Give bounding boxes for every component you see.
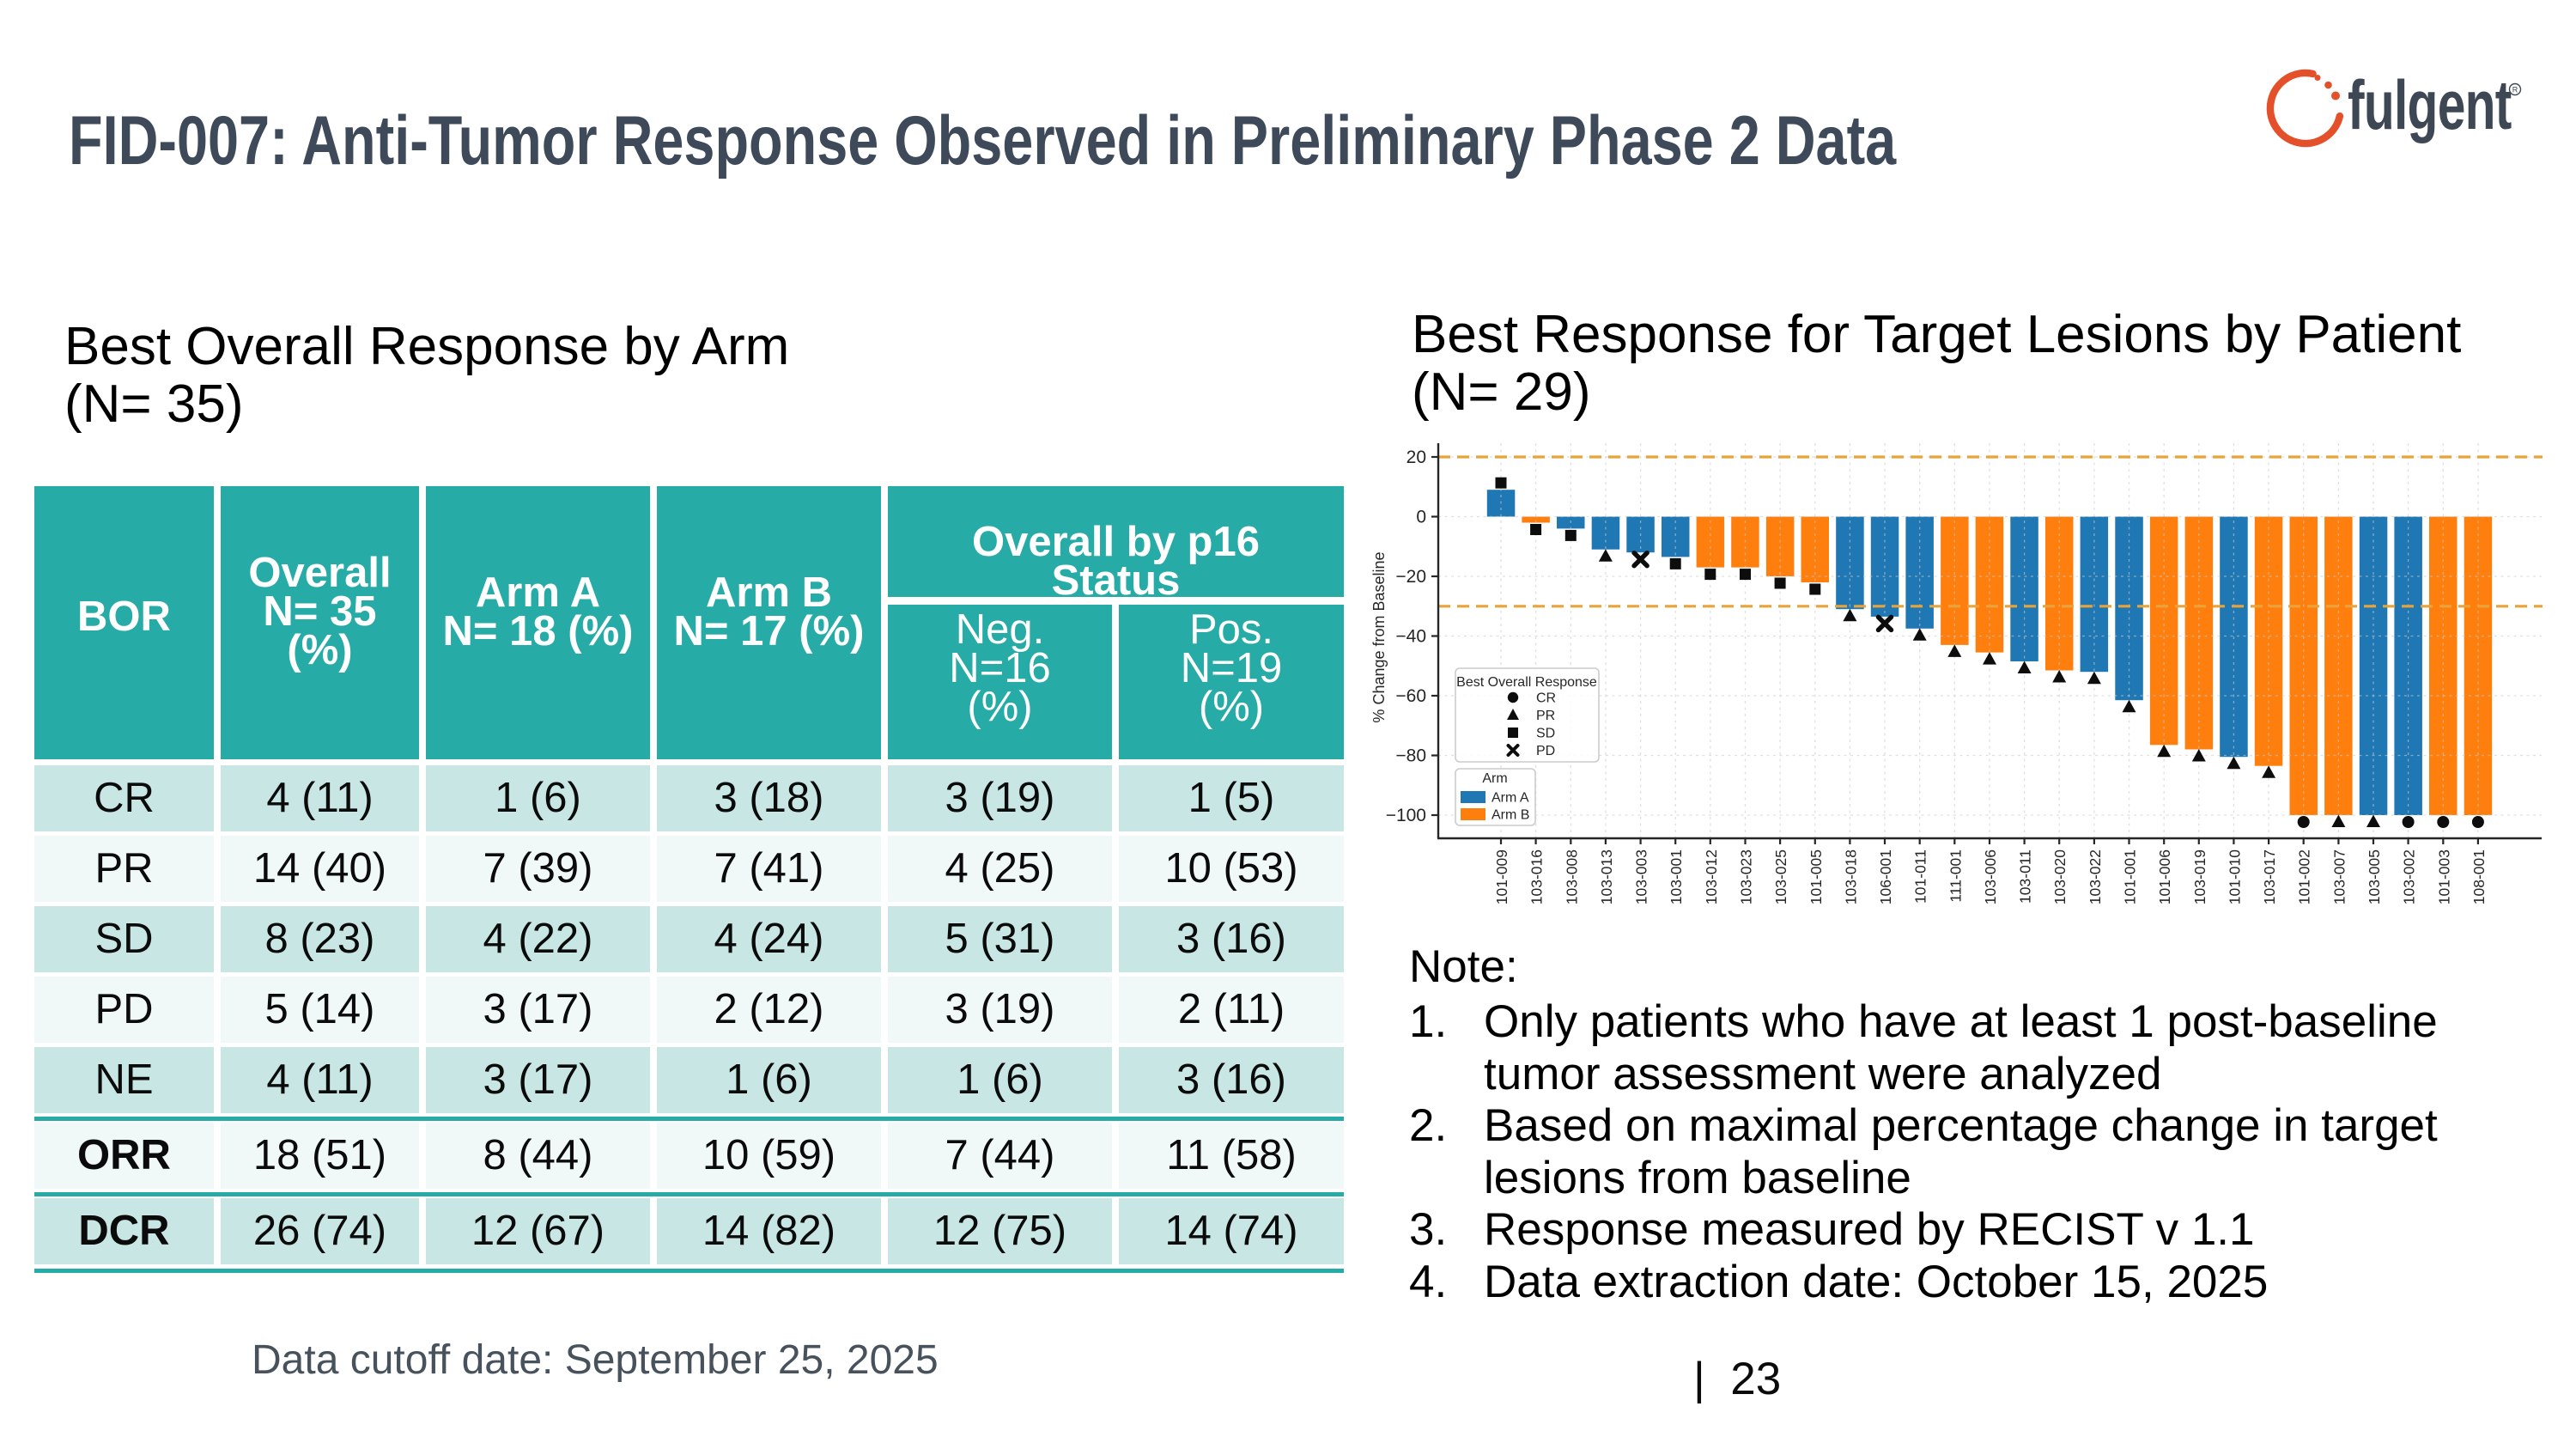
- svg-text:103-018: 103-018: [1842, 849, 1859, 904]
- svg-text:−40: −40: [1395, 627, 1426, 647]
- svg-text:101-002: 101-002: [2296, 849, 2313, 904]
- svg-text:103-016: 103-016: [1528, 849, 1546, 904]
- svg-text:0: 0: [1416, 508, 1426, 527]
- svg-text:103-019: 103-019: [2191, 849, 2208, 904]
- svg-text:CR: CR: [1536, 691, 1556, 706]
- svg-text:PD: PD: [1536, 744, 1555, 758]
- svg-text:111-001: 111-001: [1947, 849, 1964, 903]
- svg-text:−20: −20: [1395, 567, 1426, 587]
- svg-text:101-011: 101-011: [1912, 849, 1929, 904]
- svg-text:103-012: 103-012: [1703, 849, 1720, 904]
- svg-text:101-003: 101-003: [2435, 849, 2452, 904]
- svg-text:20: 20: [1406, 447, 1426, 467]
- svg-text:SD: SD: [1536, 727, 1555, 741]
- svg-text:103-008: 103-008: [1563, 849, 1580, 904]
- svg-text:103-006: 103-006: [1982, 849, 1999, 904]
- svg-text:106-001: 106-001: [1877, 849, 1894, 904]
- svg-text:101-010: 101-010: [2226, 849, 2243, 904]
- svg-text:Arm B: Arm B: [1492, 808, 1529, 823]
- svg-text:108-001: 108-001: [2470, 849, 2488, 904]
- svg-text:Arm A: Arm A: [1492, 791, 1529, 806]
- svg-text:101-006: 101-006: [2156, 849, 2173, 904]
- svg-text:103-007: 103-007: [2330, 849, 2348, 904]
- svg-text:103-003: 103-003: [1633, 849, 1650, 904]
- svg-text:101-009: 101-009: [1493, 849, 1510, 904]
- svg-text:103-005: 103-005: [2366, 849, 2383, 904]
- svg-text:103-025: 103-025: [1772, 849, 1789, 904]
- svg-text:103-022: 103-022: [2087, 849, 2104, 904]
- svg-text:PR: PR: [1536, 709, 1555, 723]
- svg-text:Best Overall Response: Best Overall Response: [1456, 675, 1597, 690]
- svg-text:−100: −100: [1386, 806, 1426, 825]
- svg-text:101-005: 101-005: [1807, 849, 1825, 904]
- svg-text:103-013: 103-013: [1598, 849, 1615, 904]
- svg-text:103-020: 103-020: [2051, 849, 2069, 904]
- svg-text:103-001: 103-001: [1668, 849, 1685, 904]
- svg-text:fulgent: fulgent: [2348, 66, 2512, 143]
- svg-text:103-011: 103-011: [2017, 849, 2034, 904]
- svg-text:−60: −60: [1395, 686, 1426, 706]
- svg-text:103-002: 103-002: [2401, 849, 2418, 904]
- svg-text:R: R: [2512, 86, 2518, 94]
- svg-text:103-017: 103-017: [2261, 849, 2278, 904]
- svg-text:−80: −80: [1395, 746, 1426, 766]
- svg-text:103-023: 103-023: [1738, 849, 1755, 904]
- svg-text:% Change from Baseline: % Change from Baseline: [1370, 551, 1388, 722]
- svg-text:101-001: 101-001: [2122, 849, 2139, 904]
- svg-text:Arm: Arm: [1482, 771, 1507, 786]
